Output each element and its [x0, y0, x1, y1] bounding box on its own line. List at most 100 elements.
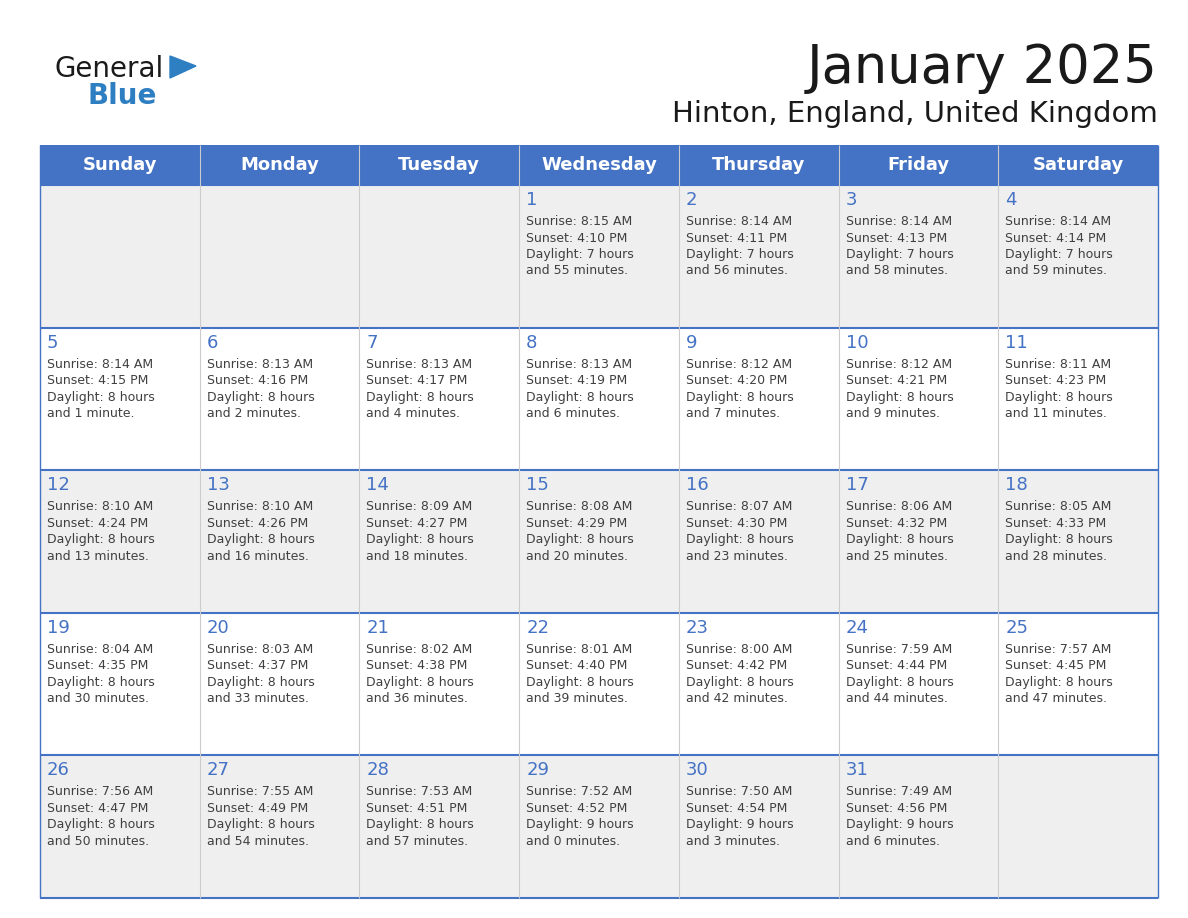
Text: Daylight: 8 hours: Daylight: 8 hours — [1005, 676, 1113, 688]
Text: Daylight: 8 hours: Daylight: 8 hours — [685, 533, 794, 546]
Text: and 50 minutes.: and 50 minutes. — [48, 834, 150, 848]
Text: Daylight: 7 hours: Daylight: 7 hours — [685, 248, 794, 261]
Text: Hinton, England, United Kingdom: Hinton, England, United Kingdom — [672, 100, 1158, 128]
Text: 29: 29 — [526, 761, 549, 779]
Text: 6: 6 — [207, 333, 219, 352]
Text: Daylight: 8 hours: Daylight: 8 hours — [846, 533, 953, 546]
Text: Daylight: 9 hours: Daylight: 9 hours — [526, 819, 633, 832]
Text: Saturday: Saturday — [1032, 156, 1124, 174]
Text: 26: 26 — [48, 761, 70, 779]
Text: Sunset: 4:23 PM: Sunset: 4:23 PM — [1005, 375, 1106, 387]
Text: Daylight: 8 hours: Daylight: 8 hours — [207, 676, 315, 688]
Text: and 25 minutes.: and 25 minutes. — [846, 550, 948, 563]
Text: Daylight: 8 hours: Daylight: 8 hours — [1005, 390, 1113, 404]
Text: Sunrise: 7:52 AM: Sunrise: 7:52 AM — [526, 786, 632, 799]
Text: Daylight: 7 hours: Daylight: 7 hours — [1005, 248, 1113, 261]
Text: Sunrise: 8:11 AM: Sunrise: 8:11 AM — [1005, 358, 1112, 371]
Text: Sunrise: 8:13 AM: Sunrise: 8:13 AM — [366, 358, 473, 371]
Text: Daylight: 8 hours: Daylight: 8 hours — [526, 676, 634, 688]
Text: Sunset: 4:15 PM: Sunset: 4:15 PM — [48, 375, 148, 387]
Text: Sunrise: 8:01 AM: Sunrise: 8:01 AM — [526, 643, 632, 655]
Text: 12: 12 — [48, 476, 70, 494]
Text: and 57 minutes.: and 57 minutes. — [366, 834, 468, 848]
Bar — [40, 328, 1158, 470]
Text: 30: 30 — [685, 761, 708, 779]
Text: Sunrise: 8:03 AM: Sunrise: 8:03 AM — [207, 643, 312, 655]
Text: 25: 25 — [1005, 619, 1029, 637]
Text: and 56 minutes.: and 56 minutes. — [685, 264, 788, 277]
Text: Sunset: 4:51 PM: Sunset: 4:51 PM — [366, 802, 468, 815]
Text: and 42 minutes.: and 42 minutes. — [685, 692, 788, 705]
Text: Monday: Monday — [240, 156, 320, 174]
Text: Daylight: 8 hours: Daylight: 8 hours — [207, 390, 315, 404]
Text: Sunset: 4:52 PM: Sunset: 4:52 PM — [526, 802, 627, 815]
Text: and 6 minutes.: and 6 minutes. — [846, 834, 940, 848]
Text: Sunrise: 8:14 AM: Sunrise: 8:14 AM — [685, 215, 792, 228]
Text: Sunrise: 8:02 AM: Sunrise: 8:02 AM — [366, 643, 473, 655]
Text: Sunday: Sunday — [83, 156, 157, 174]
Text: and 7 minutes.: and 7 minutes. — [685, 407, 781, 420]
Text: Daylight: 8 hours: Daylight: 8 hours — [526, 533, 634, 546]
Text: Daylight: 8 hours: Daylight: 8 hours — [685, 676, 794, 688]
Text: 22: 22 — [526, 619, 549, 637]
Text: and 47 minutes.: and 47 minutes. — [1005, 692, 1107, 705]
Bar — [40, 756, 1158, 898]
Text: Wednesday: Wednesday — [541, 156, 657, 174]
Text: Daylight: 9 hours: Daylight: 9 hours — [685, 819, 794, 832]
Text: Sunrise: 8:14 AM: Sunrise: 8:14 AM — [846, 215, 952, 228]
Text: 8: 8 — [526, 333, 537, 352]
Text: Sunrise: 7:49 AM: Sunrise: 7:49 AM — [846, 786, 952, 799]
Text: January 2025: January 2025 — [807, 42, 1158, 94]
Text: Sunset: 4:27 PM: Sunset: 4:27 PM — [366, 517, 468, 530]
Text: 13: 13 — [207, 476, 229, 494]
Text: Sunrise: 8:06 AM: Sunrise: 8:06 AM — [846, 500, 952, 513]
Text: Sunrise: 7:53 AM: Sunrise: 7:53 AM — [366, 786, 473, 799]
Text: and 9 minutes.: and 9 minutes. — [846, 407, 940, 420]
Text: Sunset: 4:11 PM: Sunset: 4:11 PM — [685, 231, 788, 244]
Text: Sunrise: 8:05 AM: Sunrise: 8:05 AM — [1005, 500, 1112, 513]
Text: Sunrise: 8:12 AM: Sunrise: 8:12 AM — [846, 358, 952, 371]
Text: Sunset: 4:49 PM: Sunset: 4:49 PM — [207, 802, 308, 815]
Text: 14: 14 — [366, 476, 390, 494]
Text: Daylight: 8 hours: Daylight: 8 hours — [366, 390, 474, 404]
Text: 1: 1 — [526, 191, 537, 209]
Text: Sunrise: 8:14 AM: Sunrise: 8:14 AM — [1005, 215, 1112, 228]
Text: Sunrise: 7:59 AM: Sunrise: 7:59 AM — [846, 643, 952, 655]
Text: Daylight: 8 hours: Daylight: 8 hours — [846, 390, 953, 404]
Text: Sunrise: 8:08 AM: Sunrise: 8:08 AM — [526, 500, 632, 513]
Text: Sunrise: 7:57 AM: Sunrise: 7:57 AM — [1005, 643, 1112, 655]
Text: and 23 minutes.: and 23 minutes. — [685, 550, 788, 563]
Text: 28: 28 — [366, 761, 390, 779]
Text: and 18 minutes.: and 18 minutes. — [366, 550, 468, 563]
Text: Sunrise: 8:12 AM: Sunrise: 8:12 AM — [685, 358, 792, 371]
Text: Sunrise: 7:55 AM: Sunrise: 7:55 AM — [207, 786, 314, 799]
Text: 5: 5 — [48, 333, 58, 352]
Text: Sunset: 4:29 PM: Sunset: 4:29 PM — [526, 517, 627, 530]
Text: 31: 31 — [846, 761, 868, 779]
Text: 21: 21 — [366, 619, 390, 637]
Text: 23: 23 — [685, 619, 709, 637]
Text: Daylight: 8 hours: Daylight: 8 hours — [846, 676, 953, 688]
Text: and 11 minutes.: and 11 minutes. — [1005, 407, 1107, 420]
Text: Sunset: 4:10 PM: Sunset: 4:10 PM — [526, 231, 627, 244]
Text: Sunset: 4:33 PM: Sunset: 4:33 PM — [1005, 517, 1106, 530]
Text: and 20 minutes.: and 20 minutes. — [526, 550, 628, 563]
Text: Sunset: 4:32 PM: Sunset: 4:32 PM — [846, 517, 947, 530]
Text: Daylight: 8 hours: Daylight: 8 hours — [1005, 533, 1113, 546]
Text: Daylight: 8 hours: Daylight: 8 hours — [207, 533, 315, 546]
Text: and 2 minutes.: and 2 minutes. — [207, 407, 301, 420]
Text: Sunrise: 7:56 AM: Sunrise: 7:56 AM — [48, 786, 153, 799]
Text: Sunset: 4:38 PM: Sunset: 4:38 PM — [366, 659, 468, 672]
Text: Sunrise: 8:15 AM: Sunrise: 8:15 AM — [526, 215, 632, 228]
Text: Sunset: 4:19 PM: Sunset: 4:19 PM — [526, 375, 627, 387]
Text: General: General — [55, 55, 164, 83]
Text: Sunset: 4:13 PM: Sunset: 4:13 PM — [846, 231, 947, 244]
Text: and 39 minutes.: and 39 minutes. — [526, 692, 628, 705]
Text: and 54 minutes.: and 54 minutes. — [207, 834, 309, 848]
Text: 9: 9 — [685, 333, 697, 352]
Text: and 1 minute.: and 1 minute. — [48, 407, 134, 420]
Text: 3: 3 — [846, 191, 857, 209]
Bar — [40, 613, 1158, 756]
Text: Daylight: 9 hours: Daylight: 9 hours — [846, 819, 953, 832]
Text: Sunrise: 8:13 AM: Sunrise: 8:13 AM — [207, 358, 312, 371]
